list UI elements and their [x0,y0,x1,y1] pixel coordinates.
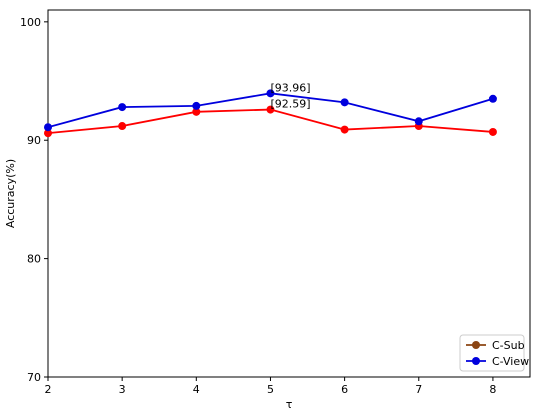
y-tick-label: 90 [27,134,41,147]
data-point-c-sub [488,127,497,136]
legend-label-c-view: C-View [492,355,529,368]
data-point-c-view [488,94,497,103]
legend-marker-c-view [472,357,480,365]
y-tick-label: 70 [27,371,41,384]
x-tick-label: 3 [119,383,126,396]
data-point-c-sub [192,107,201,116]
x-tick-label: 7 [415,383,422,396]
data-point-c-view [340,98,349,107]
y-axis-label: Accuracy(%) [4,159,17,228]
data-point-c-view [44,123,52,132]
data-point-c-view [414,117,423,126]
data-point-c-sub [266,105,275,114]
data-annotation: [92.59] [270,98,310,111]
x-tick-label: 2 [45,383,52,396]
x-tick-label: 6 [341,383,348,396]
axis-ticks: 2 3 4 5 6 7 8 70 80 90 100 [20,16,496,396]
data-point-c-view [266,89,275,98]
data-point-c-view [118,103,127,112]
x-axis-label: τ [286,398,293,411]
annotations: [93.96] [92.59] [270,81,310,110]
legend-marker-c-sub [472,341,480,349]
x-tick-label: 5 [267,383,274,396]
legend: C-Sub C-View [459,334,529,372]
x-tick-label: 4 [193,383,200,396]
data-point-c-sub [340,125,349,134]
data-point-c-sub [44,129,52,138]
data-annotation: [93.96] [270,81,310,94]
plot-area [47,9,531,378]
legend-label-c-sub: C-Sub [492,339,525,352]
y-tick-label: 100 [20,16,41,29]
data-point-c-sub [118,122,127,131]
data-point-c-view [192,101,201,110]
x-tick-label: 8 [489,383,496,396]
y-tick-label: 80 [27,253,41,266]
series-layer [44,89,497,138]
